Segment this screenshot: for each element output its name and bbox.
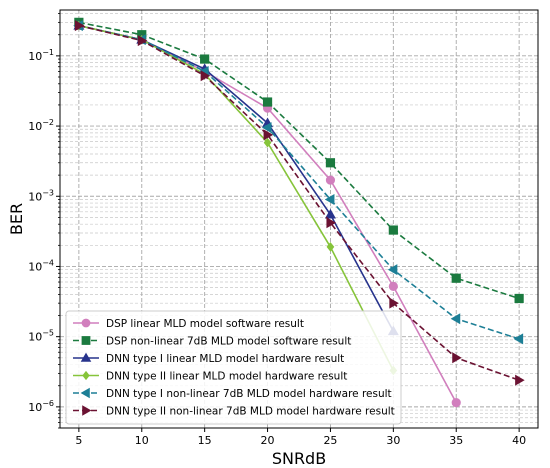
data-point-marker	[514, 293, 524, 304]
x-tick-label: 25	[323, 434, 337, 447]
data-point-marker	[388, 225, 398, 235]
y-axis-title: BER	[7, 203, 26, 235]
data-point-marker	[82, 370, 90, 381]
data-point-marker	[389, 297, 399, 309]
data-point-marker	[452, 352, 462, 364]
series-line	[78, 24, 395, 371]
data-point-marker	[451, 398, 461, 408]
data-point-marker	[325, 175, 336, 185]
legend-item: DNN type II linear MLD model hardware re…	[73, 371, 347, 383]
data-point-marker	[326, 242, 335, 252]
data-point-marker	[326, 217, 337, 229]
data-point-marker	[80, 387, 90, 399]
data-point-marker	[263, 129, 274, 141]
data-point-marker	[137, 35, 148, 47]
legend: DSP linear MLD model software result DSP …	[65, 310, 402, 425]
legend-item: DSP non-linear 7dB MLD model software re…	[73, 336, 351, 348]
plot-frame	[59, 9, 539, 429]
data-point-marker	[80, 352, 92, 362]
x-axis-title: SNRdB	[272, 449, 326, 468]
data-point-marker	[388, 281, 398, 292]
series-line	[78, 21, 520, 300]
data-point-marker	[325, 158, 336, 168]
data-point-marker	[450, 313, 461, 325]
legend-label: DNN type II linear MLD model hardware re…	[106, 371, 347, 383]
data-point-marker	[324, 193, 335, 205]
data-point-marker	[513, 333, 524, 345]
data-point-marker	[262, 97, 273, 107]
legend-item: DSP linear MLD model software result	[73, 318, 304, 330]
data-point-marker	[82, 405, 92, 416]
data-point-marker	[81, 336, 91, 345]
series-line	[78, 24, 520, 381]
x-tick-label: 40	[512, 434, 526, 447]
x-tick-label: 35	[449, 434, 463, 447]
legend-item: DNN type I linear MLD model hardware res…	[73, 352, 344, 365]
legend-label: DSP linear MLD model software result	[106, 318, 304, 330]
series-line	[78, 24, 520, 340]
data-point-marker	[387, 264, 398, 276]
legend-label: DNN type II non-linear 7dB MLD model har…	[106, 406, 395, 418]
data-point-marker	[515, 374, 525, 386]
x-tick-label: 10	[135, 434, 149, 447]
data-point-marker	[81, 318, 91, 328]
data-point-marker	[451, 273, 461, 283]
data-point-marker	[200, 54, 210, 64]
legend-label: DSP non-linear 7dB MLD model software re…	[106, 336, 351, 348]
axes: 10−610−510−410−310−210−15 10 15 20 25 30 35 40	[28, 13, 526, 447]
x-tick-label: 20	[261, 434, 275, 447]
legend-item: DNN type I non-linear 7dB MLD model hard…	[73, 387, 392, 400]
data-point-marker	[263, 137, 272, 148]
data-point-marker	[261, 122, 272, 134]
data-point-marker	[74, 20, 85, 32]
legend-label: DNN type I linear MLD model hardware res…	[106, 353, 344, 365]
legend-item: DNN type II non-linear 7dB MLD model har…	[73, 405, 395, 418]
data-point-marker	[324, 208, 336, 219]
legend-label: DNN type I non-linear 7dB MLD model hard…	[106, 388, 392, 400]
series-6	[74, 20, 525, 386]
x-tick-label: 15	[198, 434, 212, 447]
legend-box	[65, 310, 402, 425]
x-tick-label: 30	[386, 434, 400, 447]
data-point-marker	[200, 70, 211, 82]
x-tick-label: 5	[75, 434, 82, 447]
